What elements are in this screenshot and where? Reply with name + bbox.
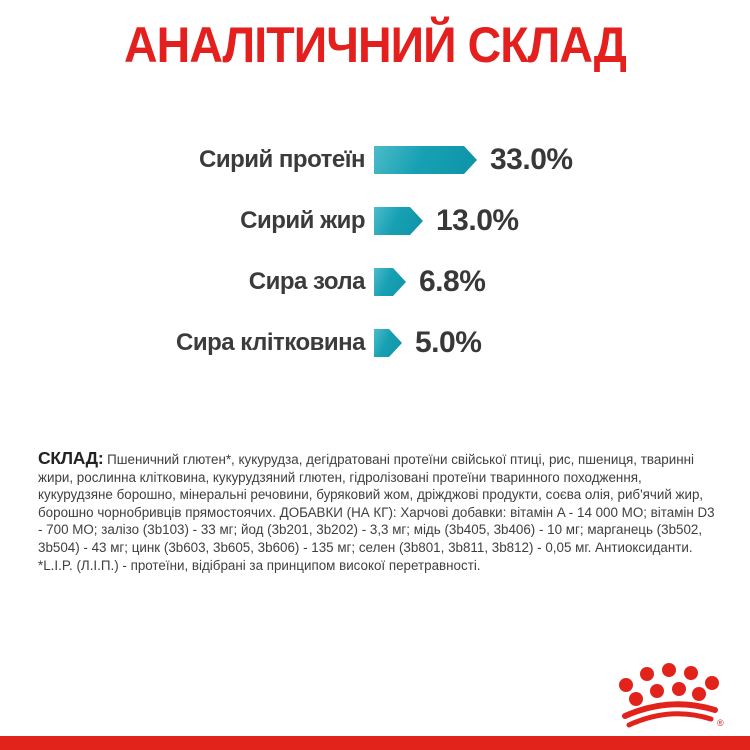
bar-value: 5.0% xyxy=(415,326,482,359)
page-title: АНАЛІТИЧНИЙ СКЛАД xyxy=(124,17,627,73)
registered-trademark-icon: ® xyxy=(717,718,724,728)
composition-label: СКЛАД: xyxy=(38,448,104,468)
bar-value: 6.8% xyxy=(419,265,486,298)
bar-value: 13.0% xyxy=(436,204,519,237)
composition-footnote: *L.I.P. (Л.І.П.) - протеїни, відібрані з… xyxy=(38,557,481,573)
bar-value: 33.0% xyxy=(490,143,573,176)
bar xyxy=(374,146,477,174)
chart-row: Сира зола 6.8% xyxy=(0,265,750,298)
chart-row: Сирий протеїн 33.0% xyxy=(0,143,750,176)
royal-canin-crown-logo-icon: ® xyxy=(619,663,724,728)
bar xyxy=(374,329,402,357)
bottom-red-strip xyxy=(0,736,750,750)
chart-row: Сирий жир 13.0% xyxy=(0,204,750,237)
chart-row: Сира клітковина 5.0% xyxy=(0,326,750,359)
bar-label: Сирий жир xyxy=(240,207,365,234)
bar-label: Сира зола xyxy=(248,268,366,295)
bar-label: Сира клітковина xyxy=(176,329,365,356)
composition-body: Пшеничний глютен*, кукурудза, дегідратов… xyxy=(38,452,715,555)
bar xyxy=(374,268,406,296)
bar-label: Сирий протеїн xyxy=(199,146,366,173)
composition-section: СКЛАД: Пшеничний глютен*, кукурудза, дег… xyxy=(38,448,716,574)
composition-text: СКЛАД: Пшеничний глютен*, кукурудза, дег… xyxy=(38,448,716,557)
analysis-chart: Сирий протеїн 33.0% Сирий жир 13.0% Сира зол… xyxy=(0,143,750,390)
bar xyxy=(374,207,423,235)
